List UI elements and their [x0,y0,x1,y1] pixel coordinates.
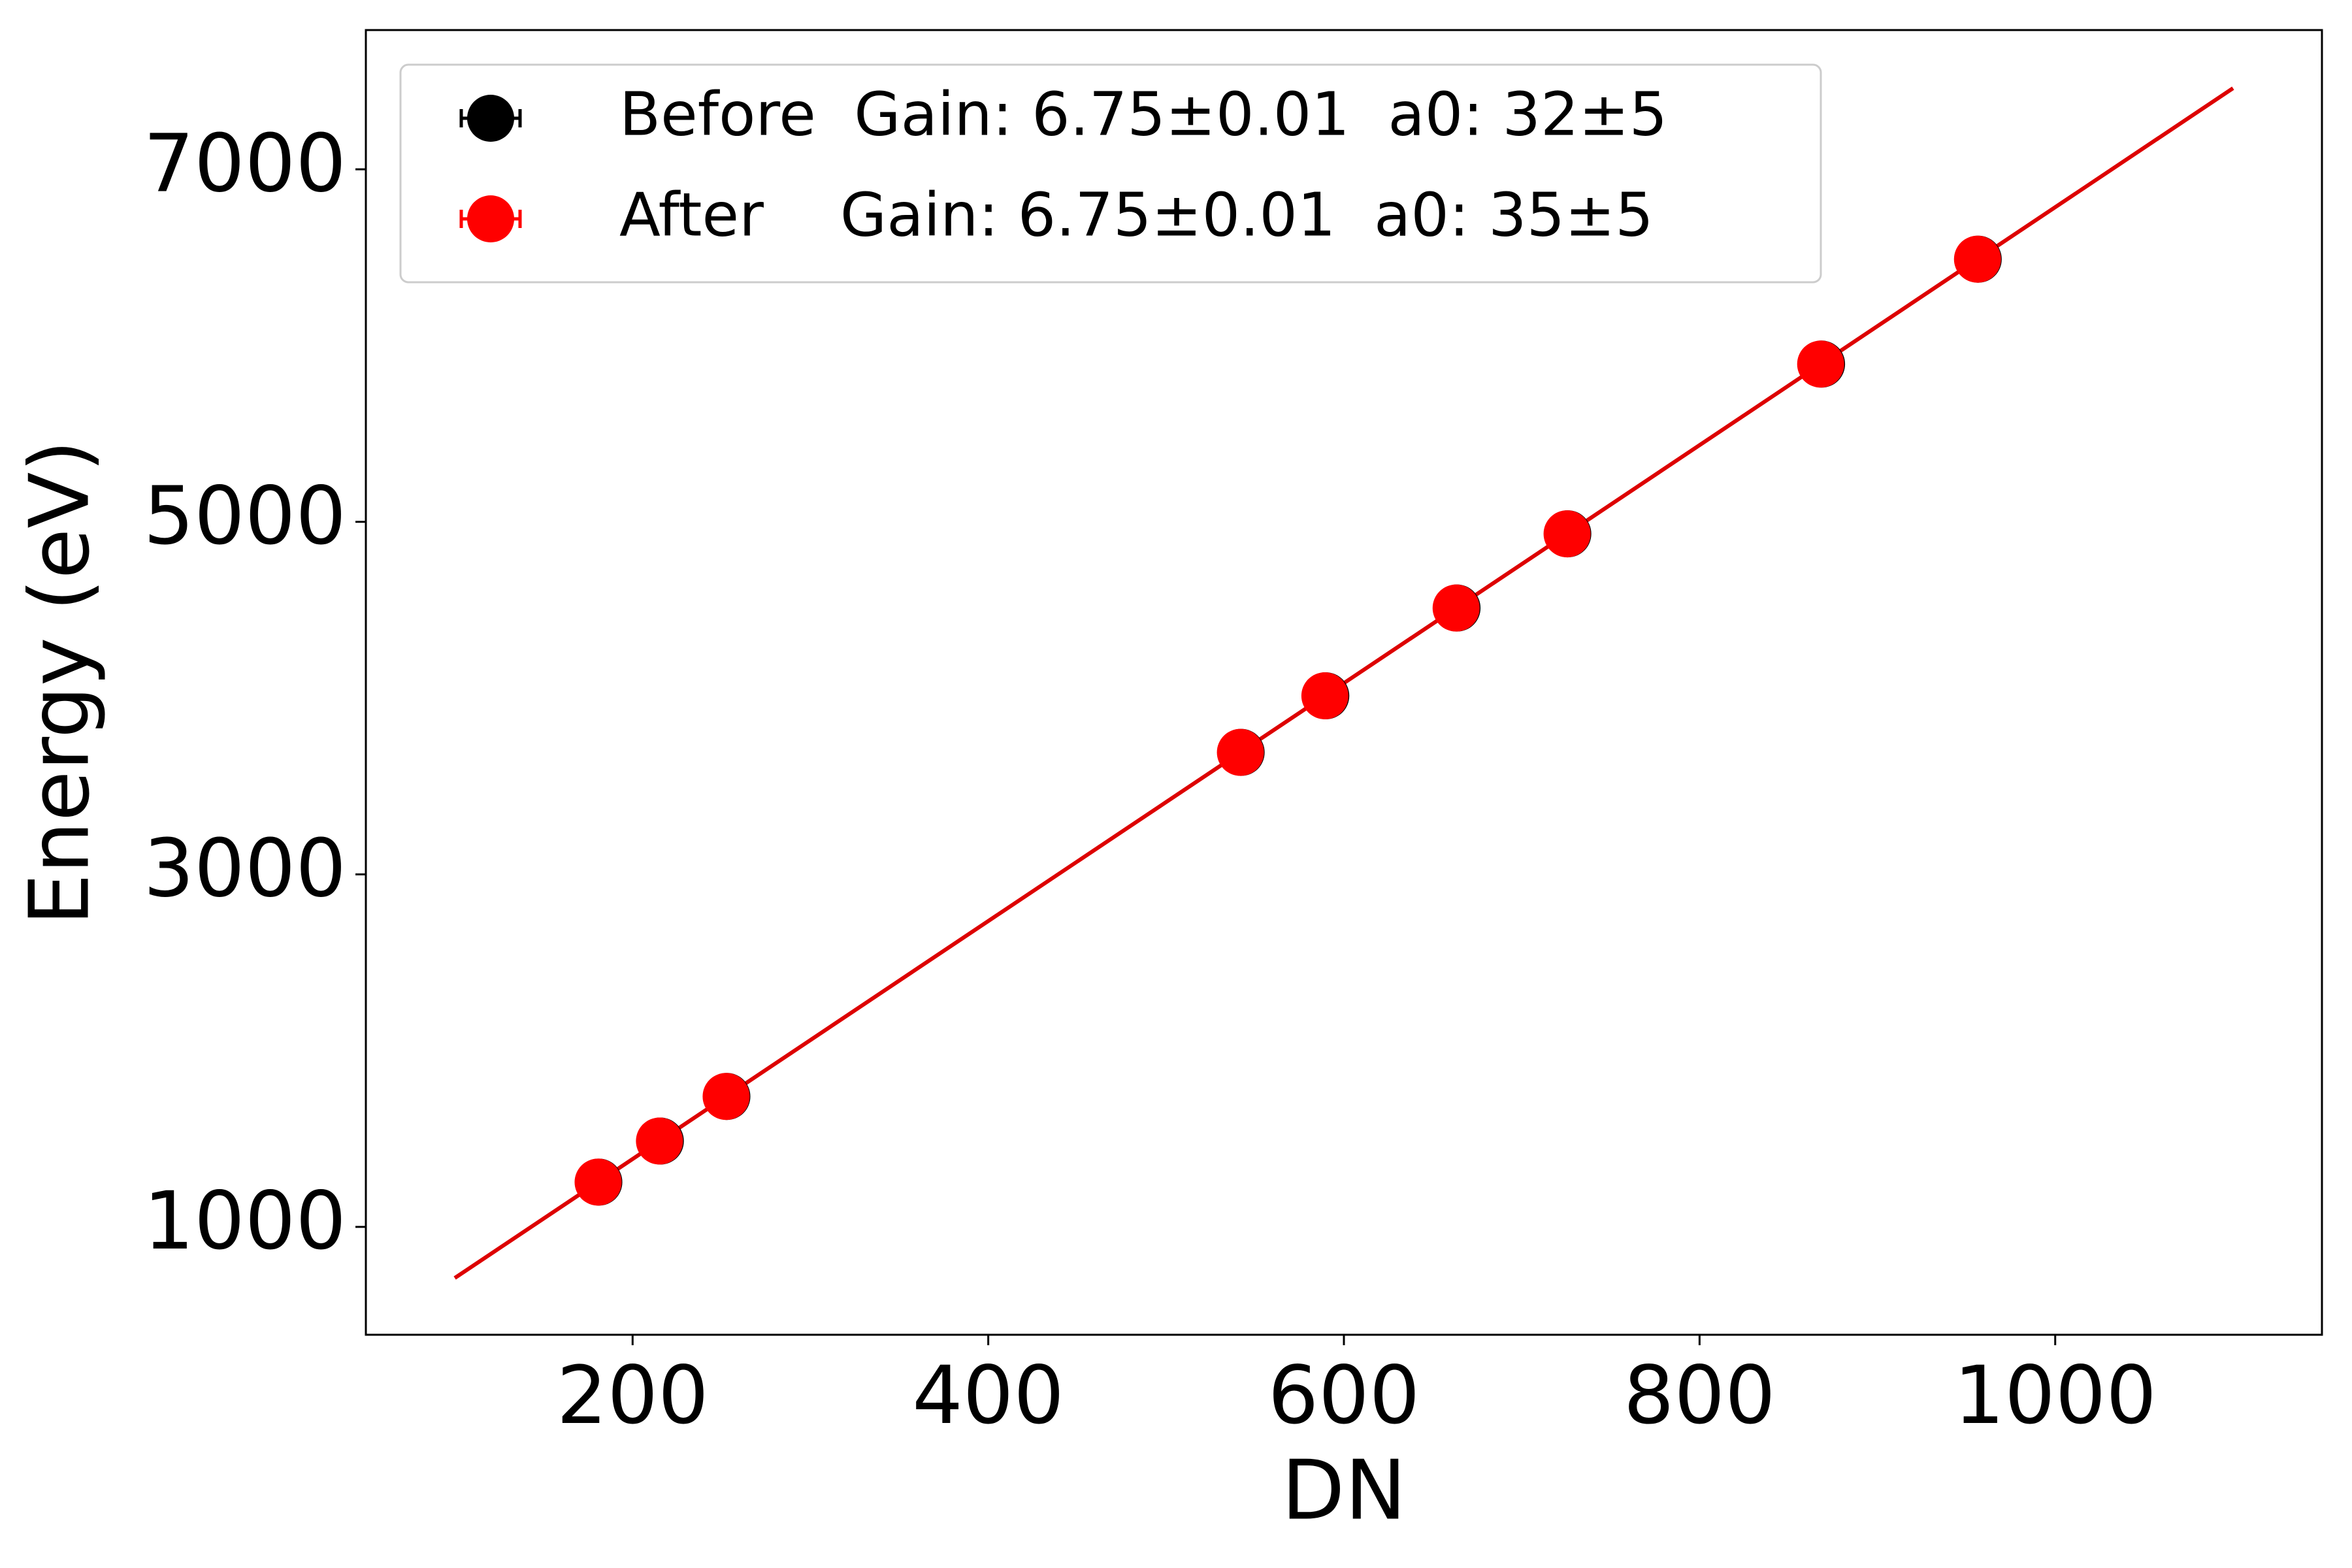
x-tick-label: 200 [557,1349,709,1442]
data-point [1953,235,2001,283]
y-tick-label: 3000 [144,822,346,915]
x-tick-label: 600 [1268,1349,1420,1442]
x-tick-label: 400 [912,1349,1064,1442]
y-tick-label: 7000 [144,117,346,210]
y-tick-label: 5000 [144,470,346,563]
data-point [574,1158,622,1206]
data-point [1217,728,1264,776]
x-tick-label: 1000 [1953,1349,2156,1442]
plot-area [453,86,2234,1280]
data-point [636,1117,683,1165]
data-point [1432,584,1480,632]
legend-label: Before Gain: 6.75±0.01 a0: 32±5 [619,79,1667,149]
legend-marker [467,95,514,142]
legend-label: After Gain: 6.75±0.01 a0: 35±5 [619,180,1654,250]
x-axis-label: DN [1281,1443,1406,1539]
data-point [1543,510,1591,558]
y-tick-label: 1000 [144,1175,346,1267]
data-point [1797,340,1844,388]
y-axis-label: Energy (eV) [12,440,108,925]
x-tick-label: 800 [1624,1349,1776,1442]
legend-marker [467,195,514,242]
data-point [1301,672,1348,720]
legend: Before Gain: 6.75±0.01 a0: 32±5 After Gai… [399,63,1822,284]
legend-box [399,63,1822,284]
data-point [702,1073,750,1120]
